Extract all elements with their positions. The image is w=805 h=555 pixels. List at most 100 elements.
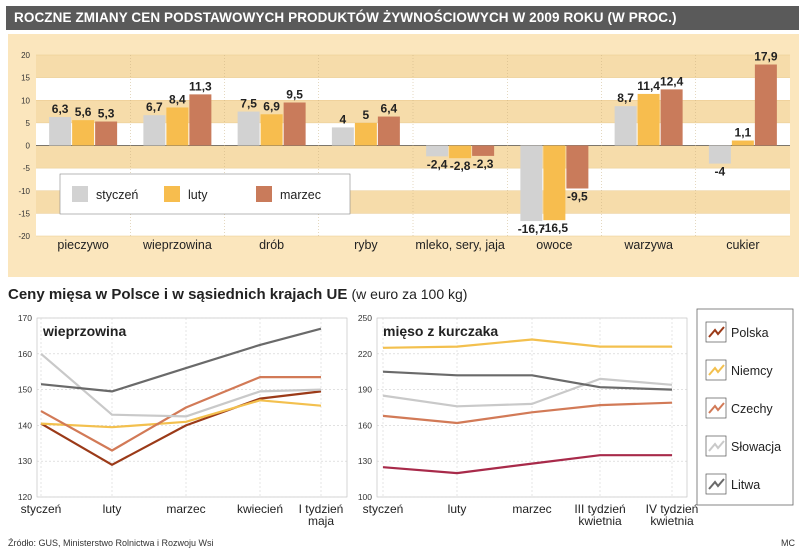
- series-line: [382, 454, 672, 475]
- line-chart-title: mięso z kurczaka: [383, 323, 498, 339]
- legend-label: Czechy: [731, 402, 773, 416]
- bar: [566, 145, 589, 189]
- data-label: -16,7: [518, 222, 546, 236]
- x-tick-label: III tydzień: [574, 502, 625, 516]
- x-tick-label: luty: [103, 502, 122, 516]
- x-tick-label: warzywa: [623, 238, 673, 252]
- series-line: [40, 352, 322, 418]
- x-tick-label: styczeń: [21, 502, 62, 516]
- data-label: 11,3: [189, 79, 212, 93]
- y-tick-label: 120: [18, 492, 32, 502]
- legend-label: luty: [188, 188, 208, 202]
- x-tick-label: pieczywo: [57, 238, 108, 252]
- bar: [95, 121, 118, 146]
- data-label: -2,3: [473, 157, 494, 171]
- y-tick-label: -10: [18, 187, 30, 196]
- bar: [189, 94, 212, 146]
- x-tick-label: marzec: [166, 502, 205, 516]
- y-tick-label: -20: [18, 232, 30, 241]
- legend-swatch: [72, 186, 88, 202]
- bar: [143, 115, 166, 146]
- bar: [543, 145, 566, 221]
- x-tick-label: wieprzowina: [142, 238, 212, 252]
- y-tick-label: 100: [358, 492, 372, 502]
- data-label: 4: [340, 112, 347, 126]
- x-tick-label: ryby: [354, 238, 378, 252]
- data-label: 5,3: [98, 107, 115, 121]
- bar: [708, 145, 731, 164]
- meat-prices-title: Ceny mięsa w Polsce i w sąsiednich kraja…: [8, 286, 467, 303]
- bar: [426, 145, 449, 157]
- legend-swatch: [164, 186, 180, 202]
- bar: [637, 93, 660, 146]
- data-label: 6,9: [263, 99, 280, 113]
- data-label: -9,5: [567, 189, 588, 203]
- y-tick-label: 20: [21, 51, 30, 60]
- x-tick-label: IV tydzień: [646, 502, 699, 516]
- series-line: [382, 370, 673, 391]
- bar: [237, 111, 260, 146]
- bar: [472, 145, 495, 156]
- data-label: -2,8: [450, 159, 471, 173]
- data-label: -4: [715, 165, 726, 179]
- data-label: 12,4: [660, 74, 684, 88]
- bar: [260, 114, 283, 146]
- chart-title: ROCZNE ZMIANY CEN PODSTAWOWYCH PRODUKTÓW…: [6, 6, 799, 30]
- line-chart-title: wieprzowina: [42, 323, 126, 339]
- x-tick-label: kwiecień: [237, 502, 283, 516]
- author-initials: MC: [781, 538, 795, 548]
- legend-label: Litwa: [731, 478, 760, 492]
- legend-label: Niemcy: [731, 364, 773, 378]
- bar: [731, 140, 754, 146]
- data-label: 8,4: [169, 92, 186, 106]
- bar: [283, 102, 306, 146]
- x-tick-label: mleko, sery, jaja: [415, 238, 504, 252]
- x-tick-label: cukier: [726, 238, 759, 252]
- data-label: -2,4: [427, 157, 448, 171]
- y-tick-label: 5: [26, 119, 31, 128]
- x-tick-label: luty: [448, 502, 467, 516]
- series-line: [40, 327, 322, 393]
- y-tick-label: 190: [358, 385, 372, 395]
- bar: [660, 89, 683, 146]
- meat-prices-title-text: Ceny mięsa w Polsce i w sąsiednich kraja…: [8, 286, 348, 303]
- x-tick-label: marzec: [512, 502, 551, 516]
- x-tick-label: styczeń: [363, 502, 404, 516]
- x-tick-label: I tydzień: [299, 502, 344, 516]
- legend-line-icon: [708, 440, 725, 452]
- data-label: 5,6: [75, 105, 92, 119]
- x-tick-label: drób: [259, 238, 284, 252]
- data-label: 8,7: [617, 91, 634, 105]
- line-chart-frame: [36, 317, 348, 498]
- y-tick-label: 140: [18, 420, 32, 430]
- data-label: 6,4: [381, 102, 398, 116]
- x-tick-label: kwietnia: [578, 514, 622, 528]
- series-line: [40, 376, 321, 452]
- y-tick-label: 160: [358, 420, 372, 430]
- data-label: 6,3: [52, 102, 69, 116]
- data-label: 11,4: [637, 79, 660, 93]
- data-label: 1,1: [735, 126, 752, 140]
- series-line: [40, 390, 322, 466]
- bar: [354, 122, 377, 146]
- legend-label: styczeń: [96, 188, 138, 202]
- data-label: 7,5: [240, 97, 257, 111]
- y-tick-label: 160: [18, 349, 32, 359]
- y-tick-label: 250: [358, 313, 372, 323]
- bar: [754, 64, 777, 146]
- legend-box: [59, 173, 351, 215]
- y-tick-label: -15: [18, 209, 30, 218]
- legend-label: marzec: [280, 188, 321, 202]
- y-tick-label: 130: [358, 456, 372, 466]
- series-line: [382, 401, 673, 425]
- y-tick-label: 130: [18, 456, 32, 466]
- y-tick-label: 10: [21, 96, 30, 105]
- legend-line-icon: [708, 326, 725, 338]
- data-label: 6,7: [146, 100, 163, 114]
- data-label: 5: [363, 108, 370, 122]
- legend-swatch: [256, 186, 272, 202]
- bar: [449, 145, 472, 159]
- data-label: 17,9: [754, 50, 778, 64]
- y-tick-label: 150: [18, 385, 32, 395]
